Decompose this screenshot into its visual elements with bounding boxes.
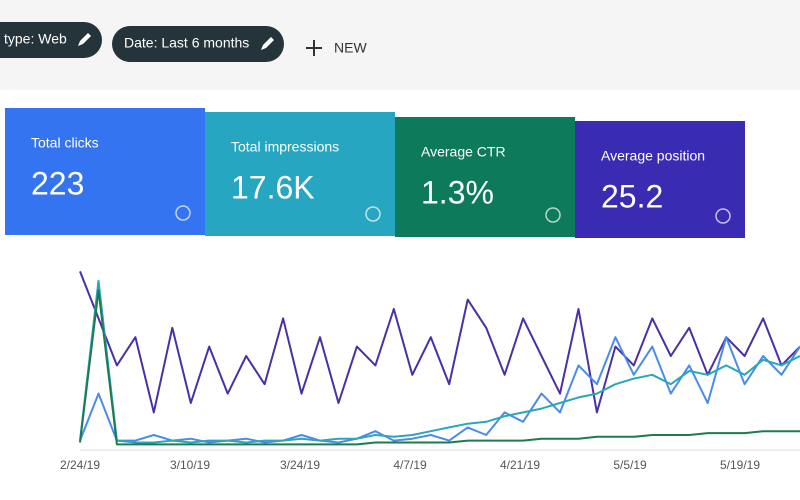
- x-tick-label: 3/24/19: [280, 458, 320, 472]
- data-line: [79, 271, 800, 414]
- plus-icon[interactable]: [306, 40, 322, 56]
- metric-label: Average CTR: [421, 144, 506, 160]
- metric-value: 17.6K: [231, 169, 315, 205]
- help-icon: [545, 207, 561, 223]
- x-tick-label: 4/21/19: [500, 458, 540, 472]
- metric-card[interactable]: [205, 112, 395, 236]
- help-icon: [175, 205, 191, 221]
- x-tick-label: 5/5/19: [613, 458, 647, 472]
- data-line: [79, 279, 800, 444]
- edit-icon: [261, 37, 274, 50]
- x-tick-label: 3/10/19: [170, 458, 210, 472]
- metric-value: 223: [31, 165, 84, 201]
- filter-text: type: Web: [4, 31, 67, 47]
- x-tick-label: 2/24/19: [60, 458, 100, 472]
- new-button[interactable]: NEW: [334, 40, 367, 56]
- filter-chip[interactable]: [112, 26, 284, 62]
- metric-label: Total clicks: [31, 135, 99, 151]
- metric-value: 1.3%: [421, 174, 494, 210]
- metric-label: Average position: [601, 148, 705, 164]
- metric-label: Total impressions: [231, 139, 339, 155]
- metric-card[interactable]: [5, 108, 205, 235]
- filter-chip[interactable]: [0, 22, 102, 58]
- help-icon: [715, 208, 731, 224]
- edit-icon: [78, 33, 91, 46]
- metric-value: 25.2: [601, 178, 663, 214]
- metric-card[interactable]: [395, 117, 575, 237]
- x-tick-label: 4/7/19: [393, 458, 427, 472]
- x-tick-label: 5/19/19: [720, 458, 760, 472]
- filter-text: Date: Last 6 months: [124, 35, 249, 51]
- help-icon: [365, 206, 381, 222]
- data-line: [79, 289, 800, 446]
